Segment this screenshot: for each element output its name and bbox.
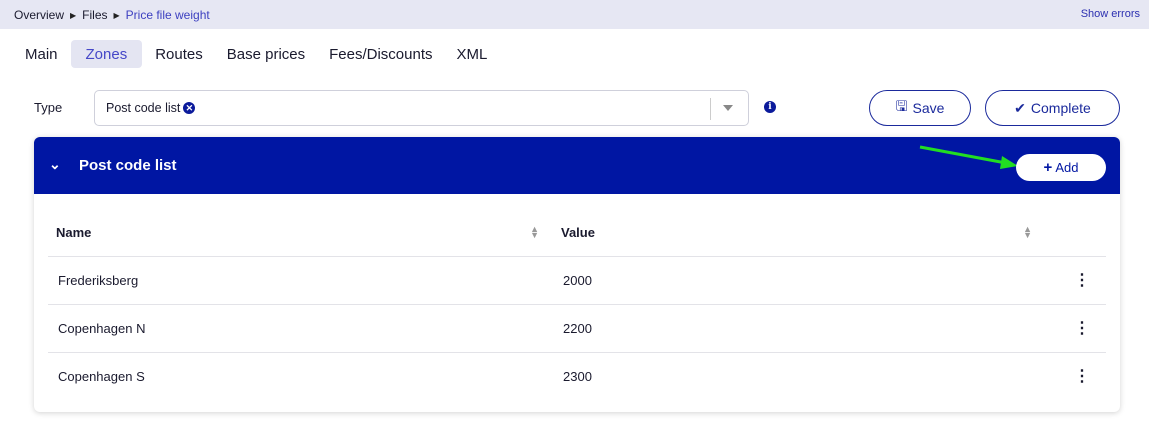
cell-value: 2300 xyxy=(563,368,592,384)
tab-zones[interactable]: Zones xyxy=(70,40,143,68)
breadcrumb-current: Price file weight xyxy=(125,8,210,22)
type-label: Type xyxy=(34,100,63,115)
column-header-actions xyxy=(1046,210,1106,257)
breadcrumb: Overview ▶ Files ▶ Price file weight xyxy=(14,8,210,22)
table-row: Frederiksberg 2000 ⋮ xyxy=(48,256,1106,305)
type-select[interactable]: Post code list ✕ xyxy=(94,90,749,126)
tab-main[interactable]: Main xyxy=(25,46,58,63)
chevron-down-icon[interactable]: ⌄ xyxy=(49,156,61,172)
tab-fees-discounts[interactable]: Fees/Discounts xyxy=(329,46,433,63)
table-row: Copenhagen S 2300 ⋮ xyxy=(48,352,1106,400)
breadcrumb-files[interactable]: Files xyxy=(82,8,108,22)
save-label: Save xyxy=(912,100,945,116)
column-header-value[interactable]: Value ▲ ▼ xyxy=(553,210,1046,257)
tab-base-prices[interactable]: Base prices xyxy=(226,46,306,63)
annotation-arrow-icon xyxy=(919,145,1018,169)
caret-right-icon: ▶ xyxy=(70,10,77,20)
top-bar: Overview ▶ Files ▶ Price file weight Sho… xyxy=(0,0,1149,29)
sort-icon[interactable]: ▲ ▼ xyxy=(530,224,539,240)
caret-right-icon: ▶ xyxy=(113,10,120,20)
remove-icon[interactable]: ✕ xyxy=(183,102,196,114)
cell-value: 2000 xyxy=(553,256,1046,305)
panel-title: Post code list xyxy=(79,157,177,174)
add-button[interactable]: + Add xyxy=(1016,154,1106,181)
complete-label: Complete xyxy=(1030,100,1091,116)
cell-name: Copenhagen S xyxy=(58,368,145,384)
more-options-icon[interactable]: ⋮ xyxy=(1074,368,1090,386)
save-icon: 🖫 xyxy=(895,98,908,114)
tab-bar: Main Zones Routes Base prices Fees/Disco… xyxy=(14,40,498,68)
cell-name: Copenhagen N xyxy=(48,304,553,353)
table-row: Copenhagen N 2200 ⋮ xyxy=(48,304,1106,353)
plus-icon: + xyxy=(1043,159,1053,176)
breadcrumb-overview[interactable]: Overview xyxy=(14,8,65,22)
divider xyxy=(710,98,711,120)
more-options-icon[interactable]: ⋮ xyxy=(1046,304,1106,353)
post-code-panel: ⌄ Post code list + Add Name ▲ ▼ Value ▲ ▼ Fre… xyxy=(34,137,1120,412)
info-icon[interactable]: i xyxy=(764,101,776,113)
cell-value: 2200 xyxy=(553,304,1046,353)
check-icon: ✔ xyxy=(1014,99,1026,116)
show-errors-link[interactable]: Show errors xyxy=(1080,8,1140,20)
column-name-label: Name xyxy=(56,225,92,241)
post-code-table: Name ▲ ▼ Value ▲ ▼ Frederiksberg 2000 ⋮ Copenh… xyxy=(48,210,1106,400)
selected-chip: Post code list ✕ xyxy=(106,101,196,115)
save-button[interactable]: 🖫 Save xyxy=(869,90,971,126)
column-header-name[interactable]: Name ▲ ▼ xyxy=(48,210,553,257)
more-options-icon[interactable]: ⋮ xyxy=(1046,256,1106,305)
cell-name: Frederiksberg xyxy=(48,256,553,305)
chip-label: Post code list xyxy=(106,101,181,115)
complete-button[interactable]: ✔ Complete xyxy=(985,90,1120,126)
column-value-label: Value xyxy=(561,225,595,241)
tab-routes[interactable]: Routes xyxy=(155,46,203,63)
panel-header[interactable]: ⌄ Post code list + Add xyxy=(34,137,1120,194)
tab-xml[interactable]: XML xyxy=(456,46,488,63)
add-label: Add xyxy=(1055,160,1079,175)
sort-icon[interactable]: ▲ ▼ xyxy=(1023,224,1032,240)
chevron-down-icon[interactable] xyxy=(723,105,733,111)
